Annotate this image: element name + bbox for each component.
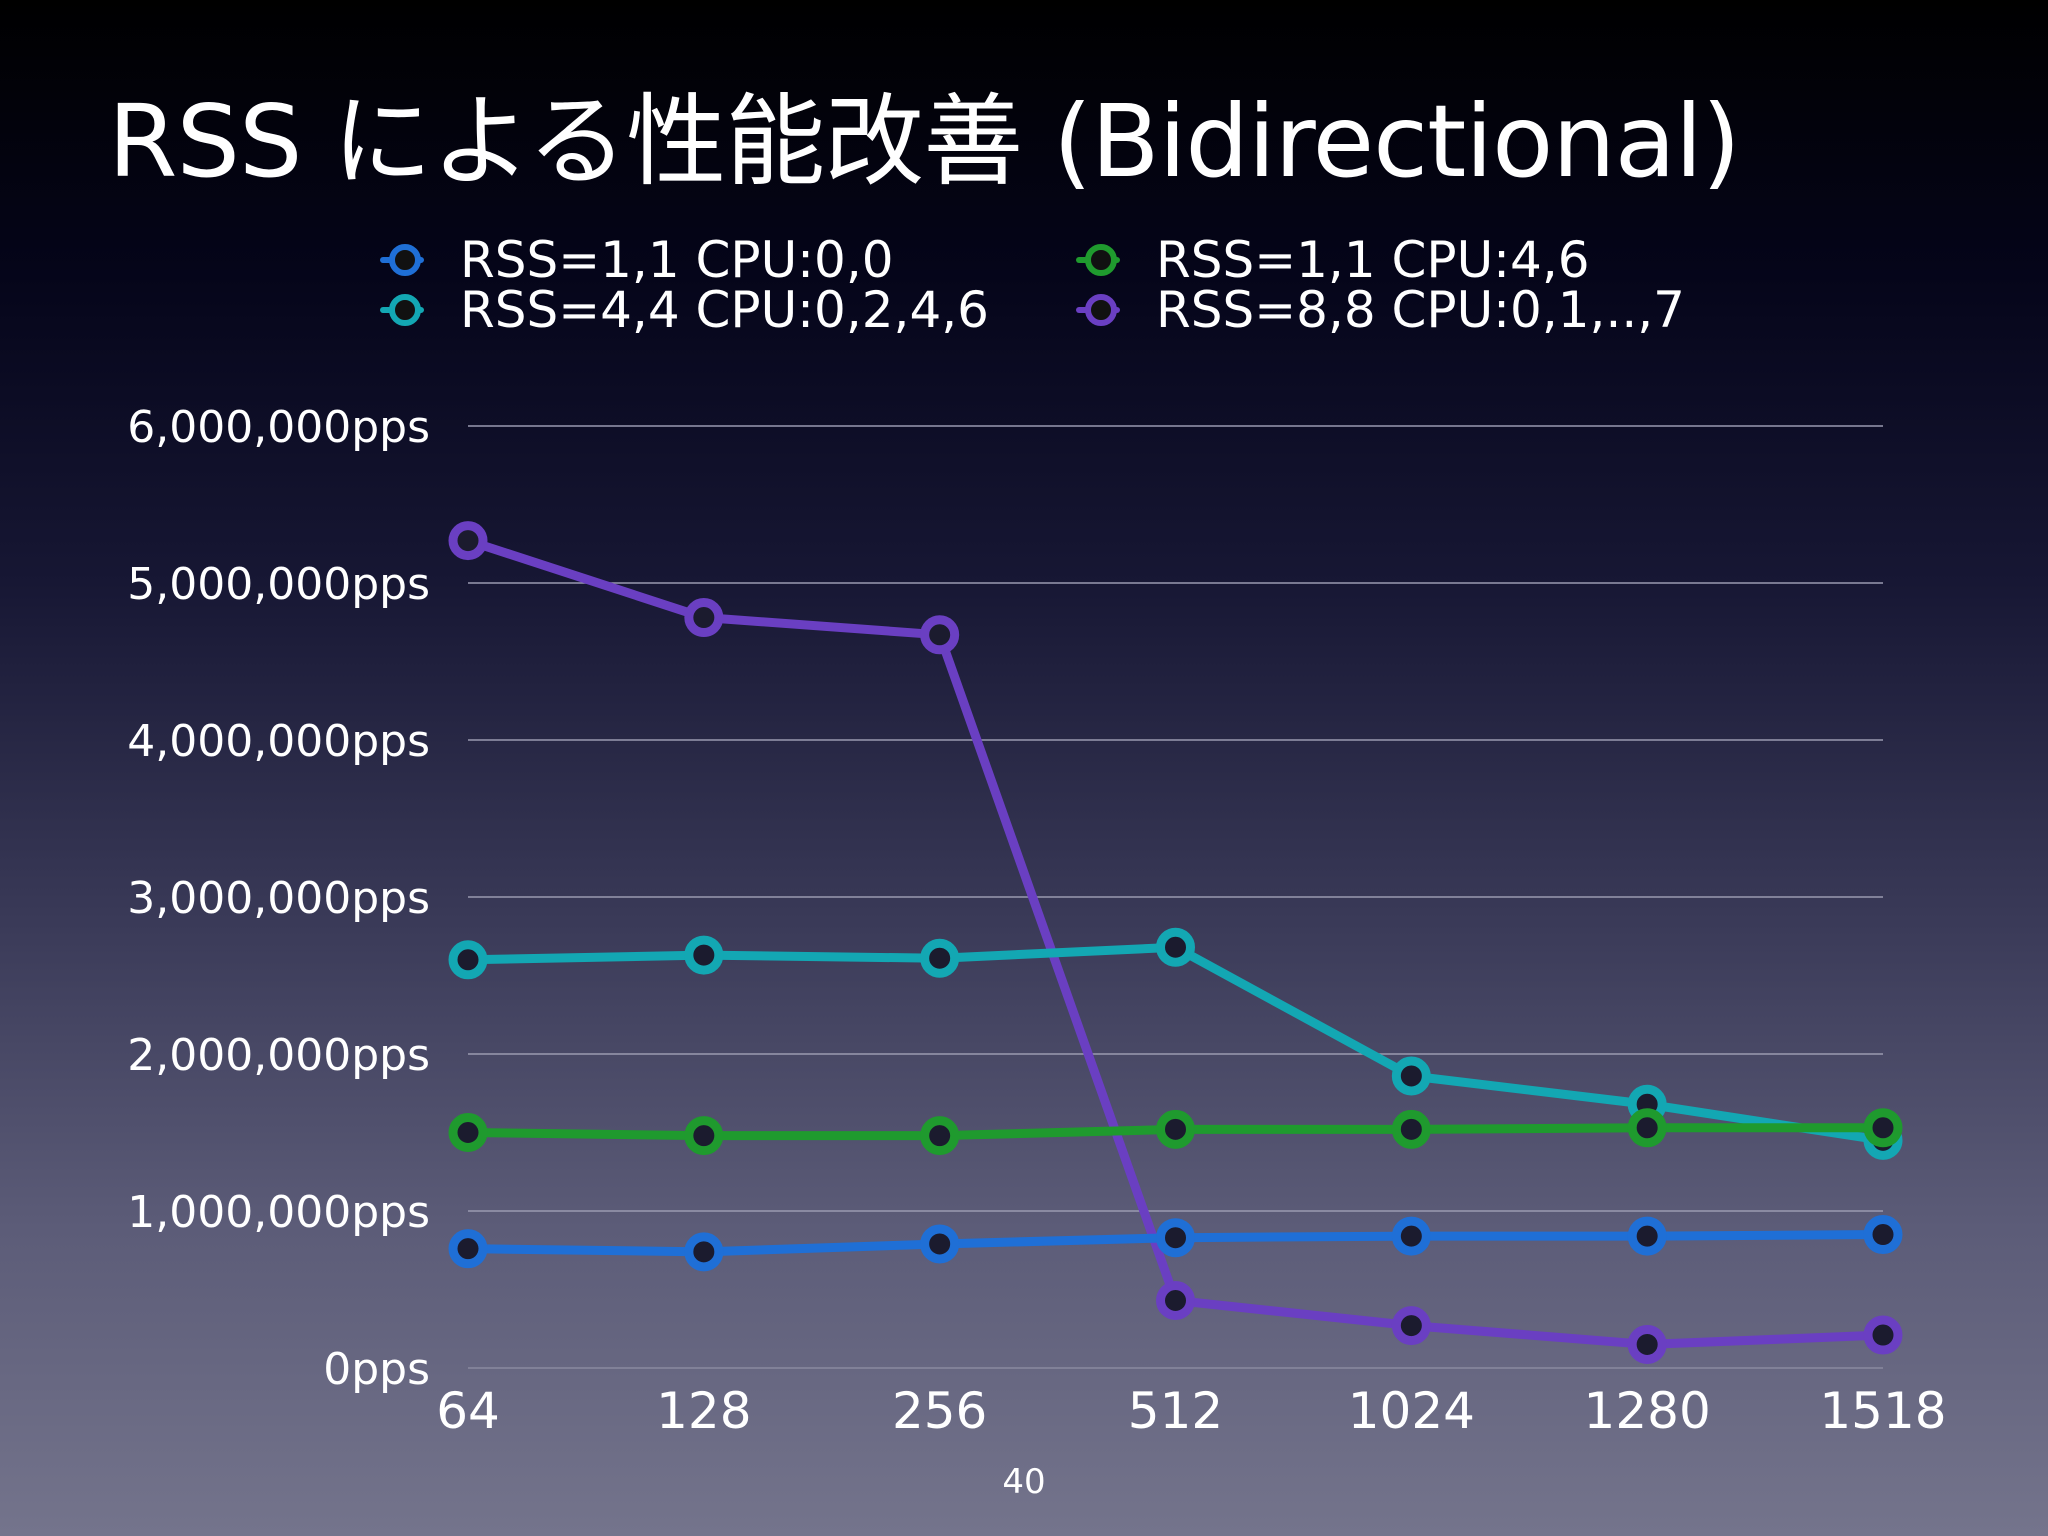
data-point xyxy=(920,1116,960,1156)
data-point xyxy=(1156,1280,1195,1320)
data-point xyxy=(448,521,488,561)
legend-marker-icon xyxy=(380,244,424,276)
data-point xyxy=(684,1232,724,1272)
slide-title: RSS による性能改善 (Bidirectional) xyxy=(108,83,1741,200)
legend-label: RSS=1,1 CPU:4,6 xyxy=(1156,231,1590,289)
data-point xyxy=(1391,1306,1431,1346)
data-point xyxy=(1156,1218,1195,1258)
data-point xyxy=(1627,1216,1667,1256)
y-tick-label: 1,000,000pps xyxy=(127,1187,430,1238)
data-point xyxy=(1391,1109,1431,1149)
y-tick-label: 3,000,000pps xyxy=(127,873,430,924)
y-tick-label: 0pps xyxy=(323,1344,430,1395)
data-point xyxy=(1627,1324,1667,1364)
y-tick-label: 5,000,000pps xyxy=(127,559,430,610)
data-point xyxy=(1627,1108,1667,1148)
data-point xyxy=(448,1229,488,1269)
data-point xyxy=(920,615,960,655)
legend-item-series-3: RSS=1,1 CPU:4,6 xyxy=(1076,234,1590,286)
legend-item-series-4: RSS=8,8 CPU:0,1,..,7 xyxy=(1076,284,1685,336)
legend-item-series-1: RSS=1,1 CPU:0,0 xyxy=(380,234,894,286)
data-point xyxy=(684,1116,724,1156)
legend-label: RSS=1,1 CPU:0,0 xyxy=(460,231,894,289)
legend-marker-icon xyxy=(380,294,424,326)
data-point xyxy=(920,1224,960,1264)
page-number: 40 xyxy=(1002,1462,1046,1502)
data-point xyxy=(1391,1056,1431,1096)
y-tick-label: 6,000,000pps xyxy=(127,402,430,453)
legend-label: RSS=8,8 CPU:0,1,..,7 xyxy=(1156,281,1685,339)
legend-item-series-2: RSS=4,4 CPU:0,2,4,6 xyxy=(380,284,989,336)
y-tick-label: 4,000,000pps xyxy=(127,716,430,767)
x-tick-label: 64 xyxy=(436,1382,500,1440)
legend-label: RSS=4,4 CPU:0,2,4,6 xyxy=(460,281,989,339)
series-lines xyxy=(448,521,1903,1364)
legend-marker-icon xyxy=(1076,244,1120,276)
gridlines xyxy=(468,425,1883,1369)
x-tick-label: 1518 xyxy=(1819,1382,1946,1440)
legend-marker-icon xyxy=(1076,294,1120,326)
y-tick-label: 2,000,000pps xyxy=(127,1030,430,1081)
data-point xyxy=(1863,1108,1903,1148)
x-tick-label: 1024 xyxy=(1348,1382,1475,1440)
series-4 xyxy=(448,521,1903,1364)
data-point xyxy=(448,940,488,980)
x-tick-label: 128 xyxy=(656,1382,751,1440)
data-point xyxy=(684,935,724,975)
x-tick-label: 512 xyxy=(1128,1382,1223,1440)
x-axis-ticks: 64 128 256 512 1024 1280 1518 xyxy=(436,1382,1946,1440)
x-tick-label: 256 xyxy=(892,1382,987,1440)
data-point xyxy=(1391,1216,1431,1256)
data-point xyxy=(1156,1109,1195,1149)
x-tick-label: 1280 xyxy=(1584,1382,1711,1440)
data-point xyxy=(1863,1315,1903,1355)
data-point xyxy=(1863,1215,1903,1255)
data-point xyxy=(920,938,960,978)
data-point xyxy=(1156,927,1195,967)
y-axis-ticks: 0pps 1,000,000pps 2,000,000pps 3,000,000pps… xyxy=(127,402,430,1395)
data-point xyxy=(684,598,724,638)
series-3 xyxy=(448,1108,1903,1156)
series-1 xyxy=(448,1215,1903,1272)
data-point xyxy=(448,1113,488,1152)
